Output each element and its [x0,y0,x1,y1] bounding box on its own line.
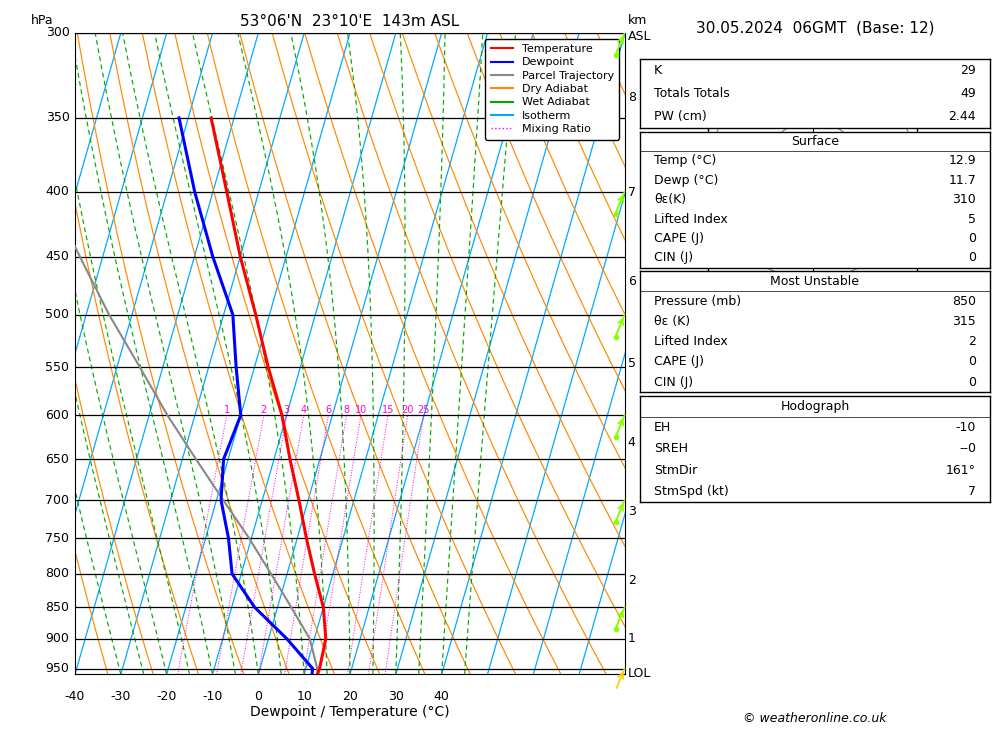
Text: 20: 20 [731,241,743,251]
Text: Totals Totals: Totals Totals [654,87,730,100]
Text: 30.05.2024  06GMT  (Base: 12): 30.05.2024 06GMT (Base: 12) [696,21,934,35]
Text: 3: 3 [628,505,636,518]
Text: 350: 350 [46,111,70,125]
Text: EH: EH [654,421,671,434]
Text: 800: 800 [46,567,70,581]
Text: 161°: 161° [946,464,976,476]
Text: -10: -10 [202,690,223,704]
Text: θε (K): θε (K) [654,315,690,328]
Text: Temp (°C): Temp (°C) [654,155,716,168]
Text: 7: 7 [968,485,976,498]
Text: 3: 3 [284,405,290,415]
Text: 900: 900 [46,633,70,645]
Text: Lifted Index: Lifted Index [654,213,728,226]
Text: © weatheronline.co.uk: © weatheronline.co.uk [743,712,887,725]
Text: 6: 6 [628,275,636,288]
Text: 30: 30 [388,690,404,704]
Text: 8: 8 [343,405,350,415]
Text: 550: 550 [46,361,70,374]
Text: CIN (J): CIN (J) [654,375,693,388]
Text: 450: 450 [46,250,70,263]
Text: --0: --0 [959,443,976,455]
Text: 2: 2 [261,405,267,415]
Text: K: K [654,64,662,77]
Text: kt: kt [718,77,729,87]
Text: 20: 20 [342,690,358,704]
Text: 29: 29 [960,64,976,77]
Text: -40: -40 [65,690,85,704]
Text: 750: 750 [46,531,70,545]
Text: SREH: SREH [654,443,688,455]
Text: 5: 5 [628,357,636,369]
Text: Dewpoint / Temperature (°C): Dewpoint / Temperature (°C) [250,705,450,719]
Text: ASL: ASL [628,29,651,43]
Text: 5: 5 [968,213,976,226]
Text: 10: 10 [769,204,781,214]
Text: 12.9: 12.9 [948,155,976,168]
Text: Pressure (mb): Pressure (mb) [654,295,741,308]
Text: 10: 10 [355,405,367,415]
Text: 310: 310 [952,194,976,206]
Text: 400: 400 [46,185,70,198]
Text: 10: 10 [296,690,312,704]
Text: 600: 600 [46,409,70,421]
Text: 25: 25 [417,405,430,415]
Text: 1: 1 [628,633,636,645]
Text: 40: 40 [434,690,450,704]
Text: 4: 4 [301,405,307,415]
Text: -20: -20 [156,690,177,704]
Title: 53°06'N  23°10'E  143m ASL: 53°06'N 23°10'E 143m ASL [240,14,460,29]
Text: 850: 850 [952,295,976,308]
Text: 700: 700 [46,494,70,507]
Text: -30: -30 [111,690,131,704]
Text: 2: 2 [968,335,976,348]
Text: CAPE (J): CAPE (J) [654,356,704,369]
Text: PW (cm): PW (cm) [654,110,707,123]
Text: CAPE (J): CAPE (J) [654,232,704,245]
Text: StmDir: StmDir [654,464,697,476]
Text: km: km [628,14,647,26]
Legend: Temperature, Dewpoint, Parcel Trajectory, Dry Adiabat, Wet Adiabat, Isotherm, Mi: Temperature, Dewpoint, Parcel Trajectory… [485,39,619,140]
Text: 500: 500 [46,308,70,321]
Text: Most Unstable: Most Unstable [770,275,860,288]
Text: hPa: hPa [30,14,53,26]
Text: 2.44: 2.44 [948,110,976,123]
Text: θε(K): θε(K) [654,194,686,206]
Text: Surface: Surface [791,135,839,148]
Text: 7: 7 [628,186,636,199]
Text: 650: 650 [46,453,70,466]
Text: 2: 2 [628,574,636,587]
Text: 0: 0 [254,690,262,704]
Text: Dewp (°C): Dewp (°C) [654,174,718,187]
Text: 49: 49 [960,87,976,100]
Text: 850: 850 [46,601,70,614]
Text: 20: 20 [402,405,414,415]
Text: StmSpd (kt): StmSpd (kt) [654,485,729,498]
Text: Lifted Index: Lifted Index [654,335,728,348]
Text: 0: 0 [968,356,976,369]
Text: 6: 6 [325,405,331,415]
Text: 1: 1 [224,405,230,415]
Text: 0: 0 [968,232,976,245]
Text: CIN (J): CIN (J) [654,251,693,265]
Text: 0: 0 [968,375,976,388]
Text: 315: 315 [952,315,976,328]
Text: Hodograph: Hodograph [780,400,850,413]
Text: 300: 300 [46,26,70,40]
Text: -10: -10 [956,421,976,434]
Text: Mixing Ratio (g/kg): Mixing Ratio (g/kg) [664,397,674,503]
Text: 0: 0 [968,251,976,265]
Text: 15: 15 [382,405,394,415]
Text: 4: 4 [628,435,636,449]
Text: 950: 950 [46,662,70,675]
Text: LOL: LOL [628,667,651,679]
Text: 11.7: 11.7 [948,174,976,187]
Text: 8: 8 [628,91,636,103]
